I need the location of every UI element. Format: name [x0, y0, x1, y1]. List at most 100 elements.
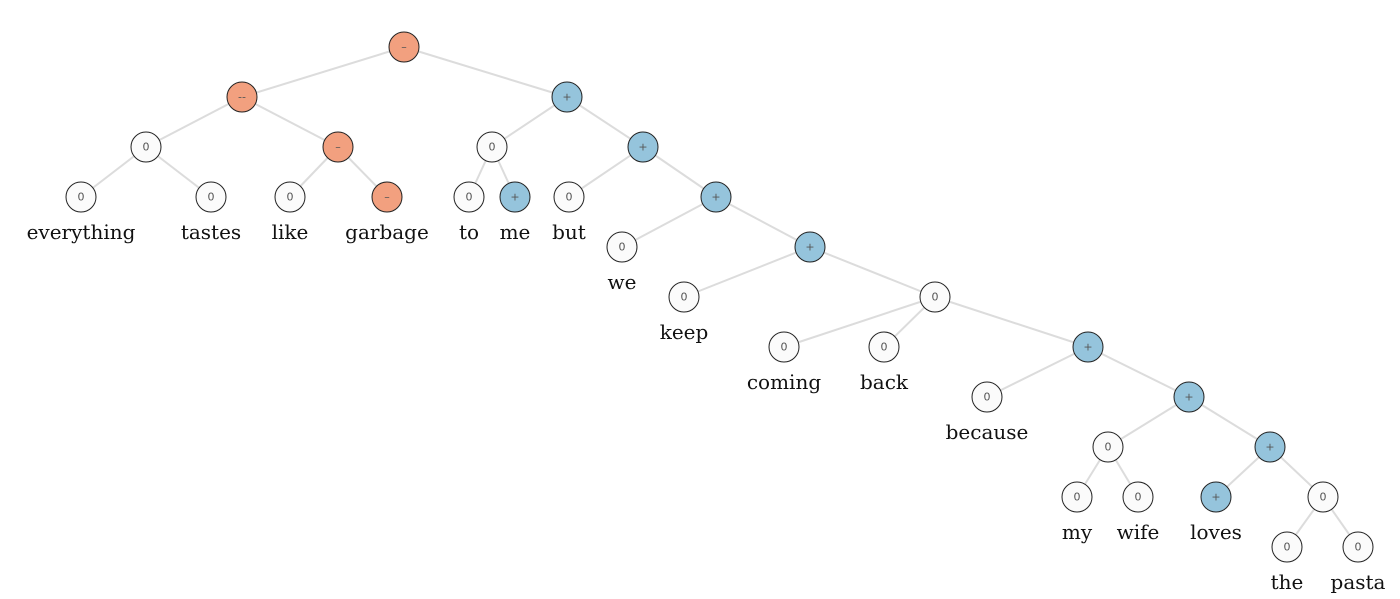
node-circle: [1342, 531, 1374, 563]
node-sentiment-label: 0: [1284, 541, 1291, 554]
node-circle: [1072, 331, 1104, 363]
tree-node-positive: +: [551, 81, 583, 113]
tree-node-neutral: 0: [919, 281, 951, 313]
node-circle: [1061, 481, 1093, 513]
node-sentiment-label: 0: [1320, 491, 1327, 504]
word-coming: coming: [747, 370, 821, 394]
node-sentiment-label: –: [401, 41, 407, 54]
node-circle: [388, 31, 420, 63]
word-loves: loves: [1190, 520, 1242, 544]
tree-edge: [145, 96, 243, 148]
node-sentiment-label: 0: [489, 141, 496, 154]
node-circle: [1122, 481, 1154, 513]
node-circle: [553, 181, 585, 213]
node-sentiment-label: 0: [143, 141, 150, 154]
tree-edge: [241, 46, 405, 98]
tree-edge: [783, 296, 936, 348]
tree-words: everything tastes like garbage to me but we keep…: [27, 220, 1386, 594]
word-garbage: garbage: [345, 220, 429, 244]
node-circle: [130, 131, 162, 163]
tree-node-neutral: 0: [1122, 481, 1154, 513]
node-circle: [322, 131, 354, 163]
word-my: my: [1062, 520, 1093, 544]
node-circle: [1173, 381, 1205, 413]
word-everything: everything: [27, 220, 136, 244]
node-circle: [195, 181, 227, 213]
tree-edges: [80, 46, 1359, 548]
tree-node-neutral: 0: [971, 381, 1003, 413]
word-back: back: [860, 370, 909, 394]
tree-edge: [809, 246, 936, 298]
tree-edge: [934, 296, 1089, 348]
node-sentiment-label: 0: [681, 291, 688, 304]
node-sentiment-label: 0: [932, 291, 939, 304]
node-circle: [1271, 531, 1303, 563]
node-circle: [1307, 481, 1339, 513]
node-circle: [794, 231, 826, 263]
node-sentiment-label: –: [384, 191, 390, 204]
node-sentiment-label: 0: [1105, 441, 1112, 454]
tree-node-positive: +: [700, 181, 732, 213]
word-because: because: [946, 420, 1029, 444]
tree-node-positive: +: [1200, 481, 1232, 513]
node-sentiment-label: +: [1184, 391, 1193, 404]
tree-node-positive: +: [627, 131, 659, 163]
tree-node-neutral: 0: [65, 181, 97, 213]
node-circle: [499, 181, 531, 213]
tree-node-neutral: 0: [606, 231, 638, 263]
tree-node-positive: +: [1254, 431, 1286, 463]
tree-node-neutral: 0: [476, 131, 508, 163]
node-sentiment-label: 0: [208, 191, 215, 204]
node-circle: [768, 331, 800, 363]
tree-node-neutral: 0: [130, 131, 162, 163]
tree-node-neutral: 0: [195, 181, 227, 213]
tree-node-neutral: 0: [668, 281, 700, 313]
word-we: we: [608, 270, 637, 294]
tree-node-positive: +: [1072, 331, 1104, 363]
tree-edge: [1188, 396, 1271, 448]
node-sentiment-label: 0: [1074, 491, 1081, 504]
node-sentiment-label: –: [335, 141, 341, 154]
tree-node-positive: +: [1173, 381, 1205, 413]
tree-node-neutral: 0: [768, 331, 800, 363]
node-sentiment-label: +: [805, 241, 814, 254]
tree-node-neutral: 0: [274, 181, 306, 213]
tree-edge: [621, 196, 717, 248]
node-circle: [606, 231, 638, 263]
node-sentiment-label: +: [510, 191, 519, 204]
tree-edge: [683, 246, 811, 298]
word-tastes: tastes: [181, 220, 241, 244]
tree-node-negative: --: [226, 81, 258, 113]
word-me: me: [500, 220, 531, 244]
tree-node-negative: –: [371, 181, 403, 213]
tree-node-neutral: 0: [553, 181, 585, 213]
tree-edge: [241, 96, 339, 148]
tree-edge: [403, 46, 568, 98]
node-circle: [453, 181, 485, 213]
tree-edge: [986, 346, 1089, 398]
node-circle: [627, 131, 659, 163]
tree-node-neutral: 0: [1092, 431, 1124, 463]
word-keep: keep: [660, 320, 709, 344]
word-but: but: [552, 220, 586, 244]
word-pasta: pasta: [1331, 570, 1386, 594]
node-circle: [1092, 431, 1124, 463]
tree-node-positive: +: [499, 181, 531, 213]
node-sentiment-label: +: [711, 191, 720, 204]
word-to: to: [459, 220, 479, 244]
word-wife: wife: [1117, 520, 1160, 544]
tree-edge: [1087, 346, 1190, 398]
node-circle: [371, 181, 403, 213]
node-sentiment-label: 0: [287, 191, 294, 204]
tree-node-neutral: 0: [1061, 481, 1093, 513]
node-sentiment-label: 0: [1135, 491, 1142, 504]
node-sentiment-label: +: [1211, 491, 1220, 504]
node-circle: [226, 81, 258, 113]
node-sentiment-label: +: [1083, 341, 1092, 354]
node-circle: [476, 131, 508, 163]
tree-node-negative: –: [388, 31, 420, 63]
tree-node-negative: –: [322, 131, 354, 163]
node-sentiment-label: +: [1265, 441, 1274, 454]
node-sentiment-label: 0: [1355, 541, 1362, 554]
